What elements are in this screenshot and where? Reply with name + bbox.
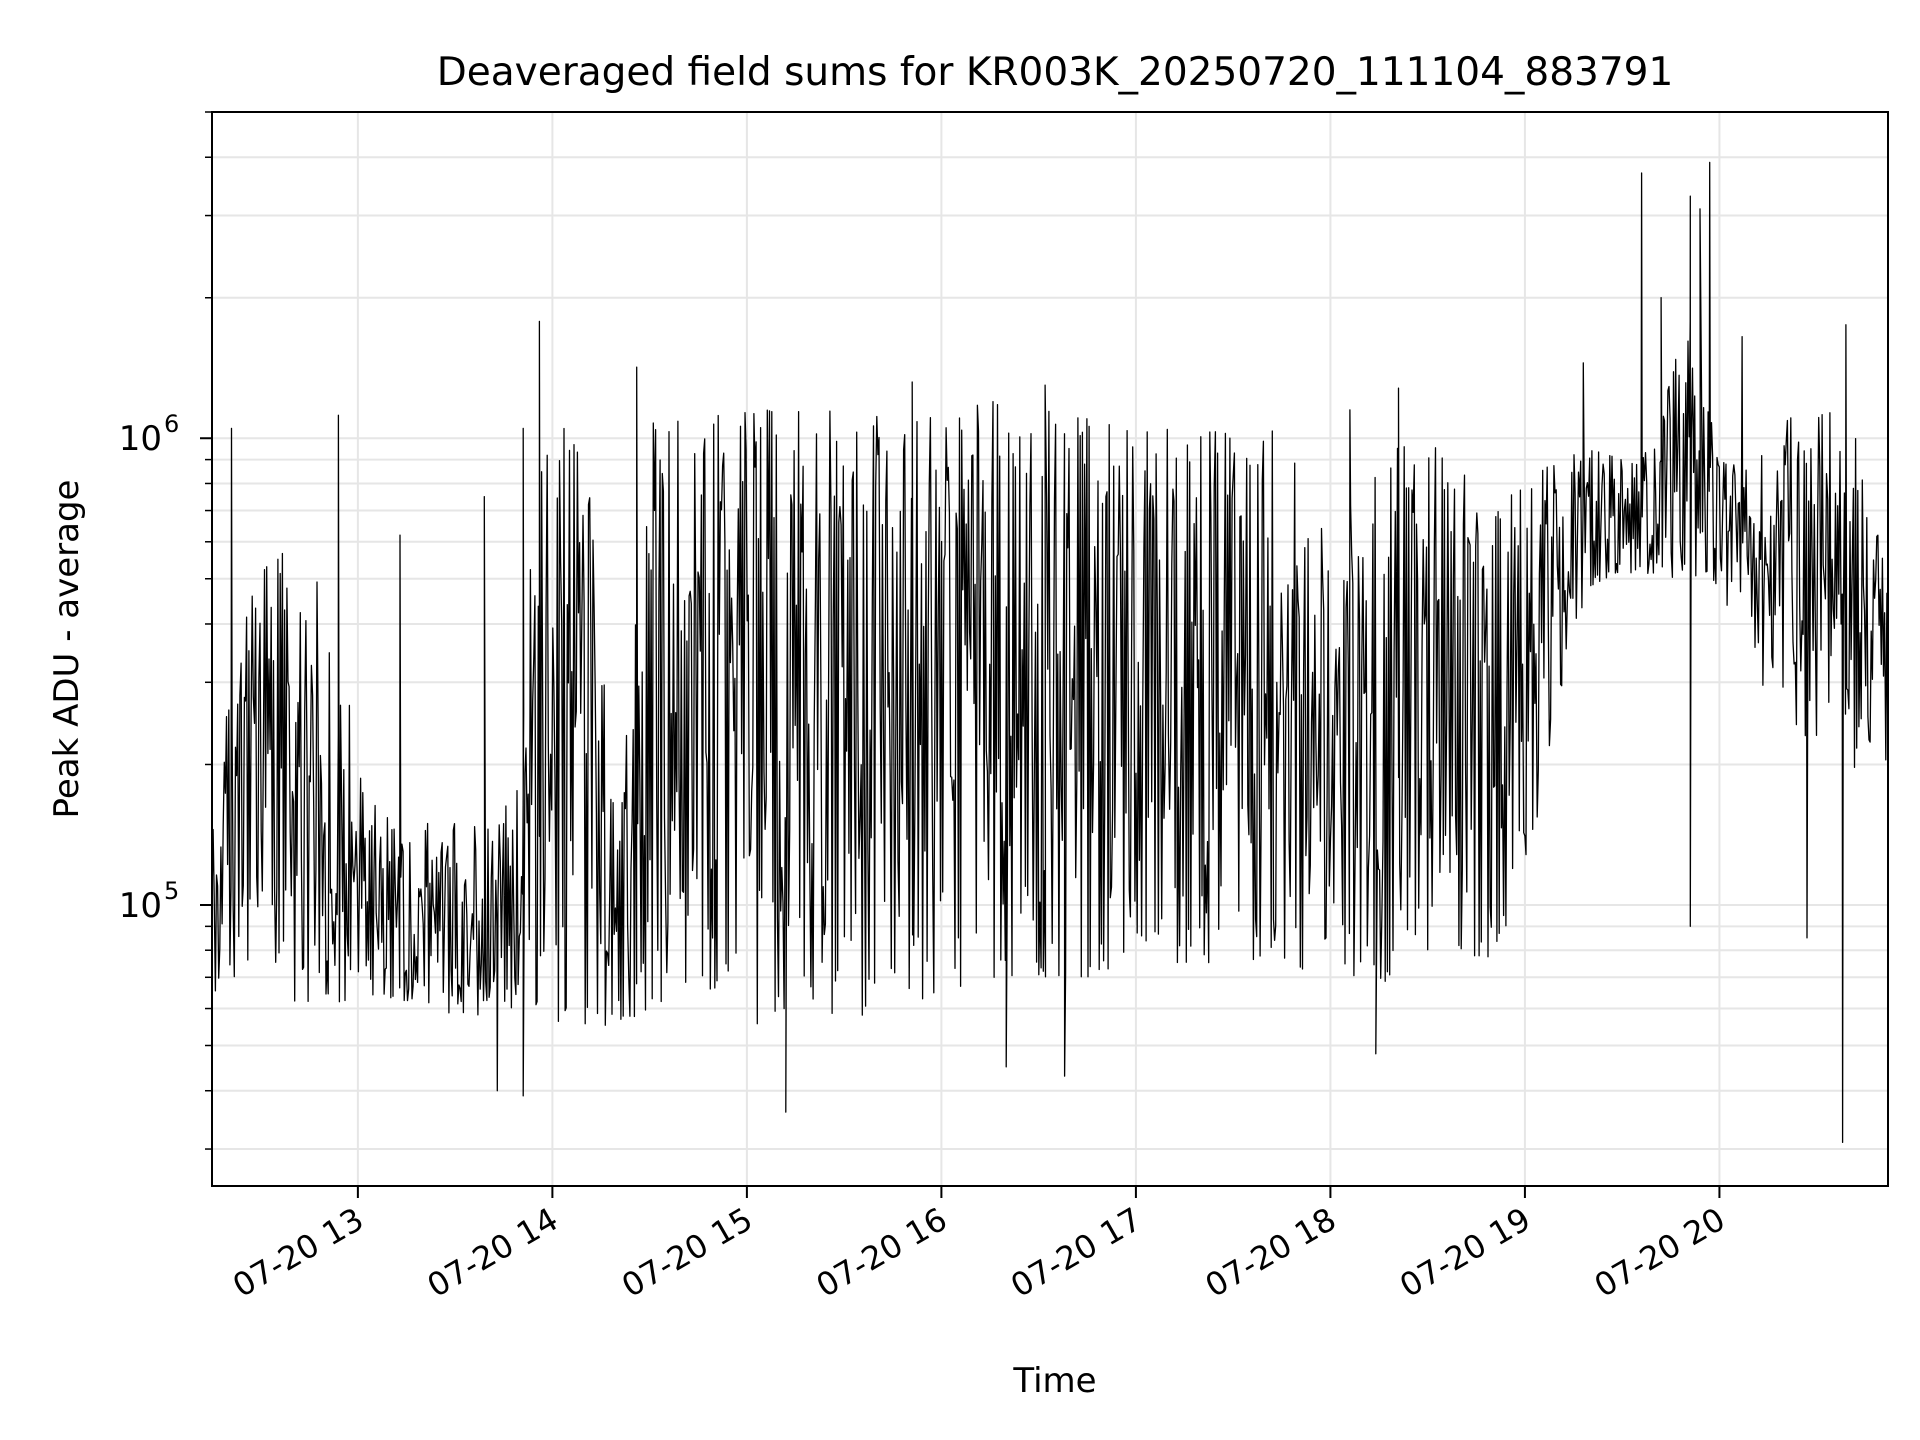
series-line bbox=[212, 161, 1888, 1144]
y-tick-label: 10 bbox=[119, 419, 162, 459]
plot-frame bbox=[211, 111, 1889, 1187]
grid-lines bbox=[212, 111, 1888, 1186]
y-tick-exponent: 6 bbox=[164, 410, 179, 438]
y-axis-label: Peak ADU - average bbox=[47, 480, 87, 819]
y-tick-label: 10 bbox=[119, 886, 162, 926]
x-axis-label: Time bbox=[1012, 1361, 1096, 1401]
series-polyline bbox=[212, 161, 1888, 1144]
y-tick-exponent: 5 bbox=[164, 877, 179, 905]
chart-title: Deaveraged field sums for KR003K_2025072… bbox=[437, 50, 1674, 95]
